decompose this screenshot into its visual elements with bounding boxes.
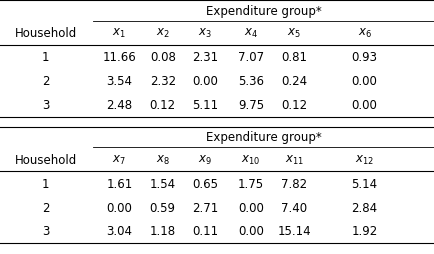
Text: Household: Household <box>14 27 77 40</box>
Text: 1.18: 1.18 <box>150 225 176 237</box>
Text: 7.82: 7.82 <box>281 177 307 190</box>
Text: 3: 3 <box>42 225 49 237</box>
Text: $x_6$: $x_6$ <box>358 27 372 40</box>
Text: 5.11: 5.11 <box>192 99 218 112</box>
Text: 2: 2 <box>42 75 49 88</box>
Text: $x_8$: $x_8$ <box>156 153 170 166</box>
Text: 0.59: 0.59 <box>150 201 176 214</box>
Text: 0.12: 0.12 <box>150 99 176 112</box>
Text: 0.00: 0.00 <box>352 99 378 112</box>
Text: 0.00: 0.00 <box>192 75 218 88</box>
Text: $x_7$: $x_7$ <box>112 153 126 166</box>
Text: 5.36: 5.36 <box>238 75 264 88</box>
Text: 0.08: 0.08 <box>150 51 176 64</box>
Text: $x_{10}$: $x_{10}$ <box>241 153 260 166</box>
Text: 2.32: 2.32 <box>150 75 176 88</box>
Text: 0.24: 0.24 <box>281 75 307 88</box>
Text: 5.14: 5.14 <box>352 177 378 190</box>
Text: 0.00: 0.00 <box>352 75 378 88</box>
Text: $x_9$: $x_9$ <box>198 153 212 166</box>
Text: $x_{11}$: $x_{11}$ <box>285 153 304 166</box>
Text: 3: 3 <box>42 99 49 112</box>
Text: 15.14: 15.14 <box>277 225 311 237</box>
Text: 9.75: 9.75 <box>238 99 264 112</box>
Text: 1.61: 1.61 <box>106 177 132 190</box>
Text: 0.00: 0.00 <box>106 201 132 214</box>
Text: 2.71: 2.71 <box>192 201 218 214</box>
Text: $x_2$: $x_2$ <box>156 27 170 40</box>
Text: $x_5$: $x_5$ <box>287 27 301 40</box>
Text: 0.12: 0.12 <box>281 99 307 112</box>
Text: $x_3$: $x_3$ <box>198 27 212 40</box>
Text: 0.65: 0.65 <box>192 177 218 190</box>
Text: 0.00: 0.00 <box>238 225 264 237</box>
Text: 0.11: 0.11 <box>192 225 218 237</box>
Text: 1: 1 <box>42 177 49 190</box>
Text: 3.54: 3.54 <box>106 75 132 88</box>
Text: 0.81: 0.81 <box>281 51 307 64</box>
Text: 0.00: 0.00 <box>238 201 264 214</box>
Text: 1: 1 <box>42 51 49 64</box>
Text: $x_1$: $x_1$ <box>112 27 126 40</box>
Text: 7.40: 7.40 <box>281 201 307 214</box>
Text: 7.07: 7.07 <box>238 51 264 64</box>
Text: 2.31: 2.31 <box>192 51 218 64</box>
Text: 1.92: 1.92 <box>352 225 378 237</box>
Text: 2.48: 2.48 <box>106 99 132 112</box>
Text: $x_{12}$: $x_{12}$ <box>355 153 374 166</box>
Text: 2.84: 2.84 <box>352 201 378 214</box>
Text: 0.93: 0.93 <box>352 51 378 64</box>
Text: Expenditure group*: Expenditure group* <box>206 5 322 18</box>
Text: $x_4$: $x_4$ <box>244 27 258 40</box>
Text: 2: 2 <box>42 201 49 214</box>
Text: 1.75: 1.75 <box>238 177 264 190</box>
Text: 11.66: 11.66 <box>102 51 136 64</box>
Text: Expenditure group*: Expenditure group* <box>206 131 322 144</box>
Text: 1.54: 1.54 <box>150 177 176 190</box>
Text: 3.04: 3.04 <box>106 225 132 237</box>
Text: Household: Household <box>14 153 77 166</box>
